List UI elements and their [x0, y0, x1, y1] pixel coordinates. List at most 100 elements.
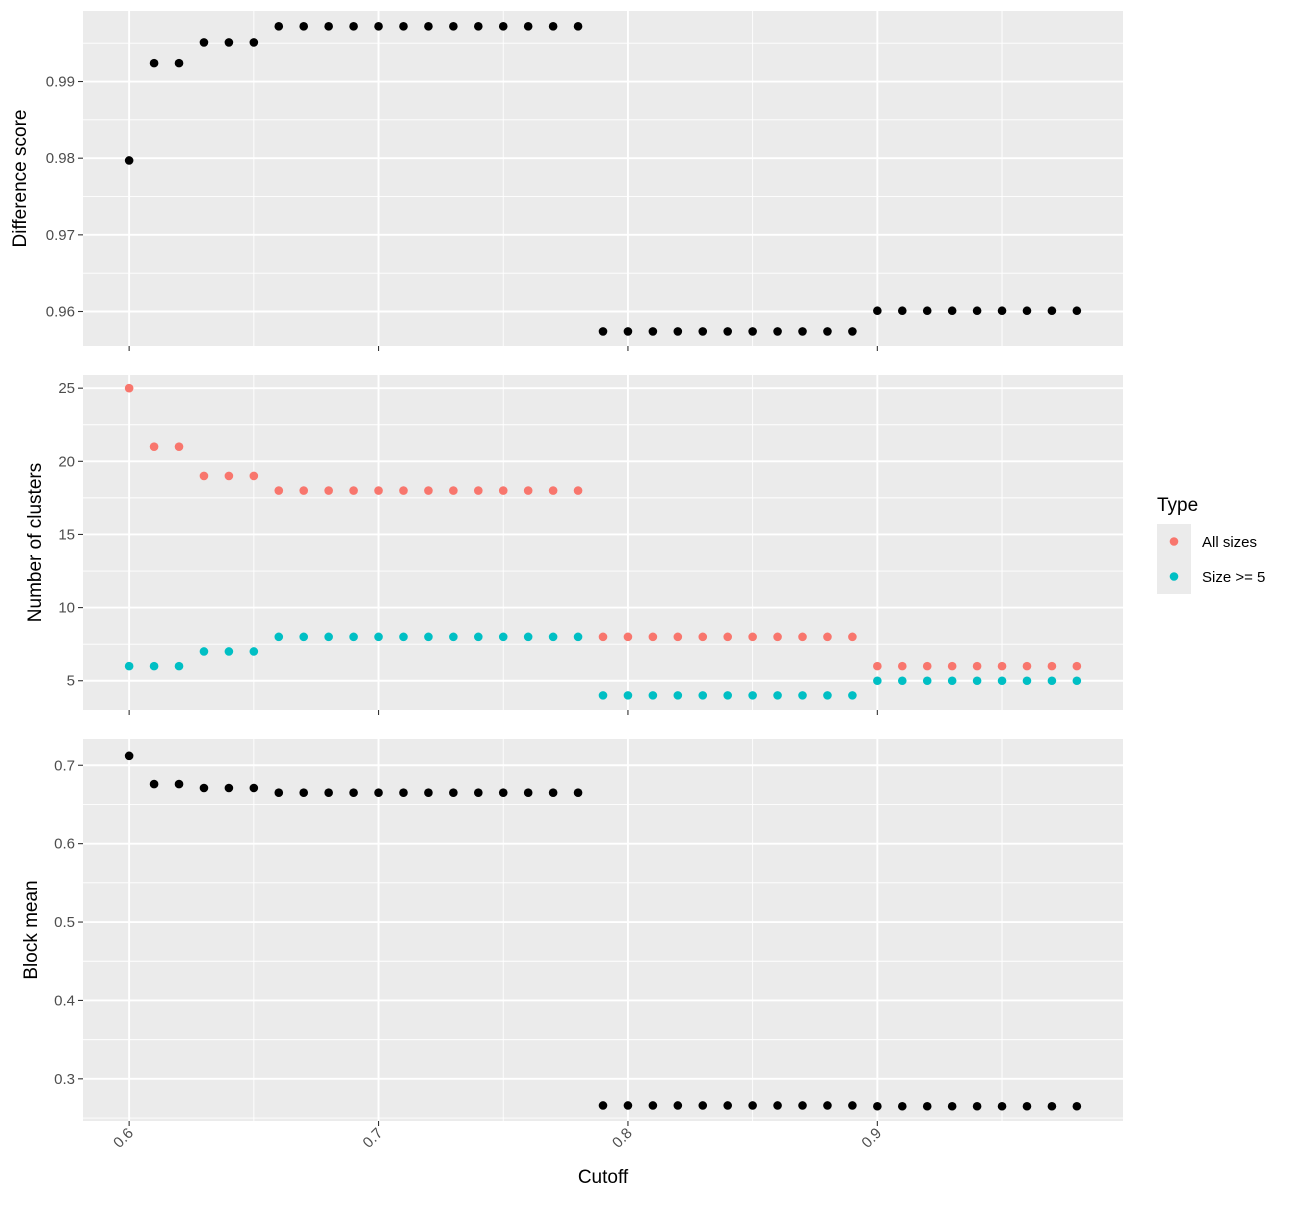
data-point [972, 306, 982, 316]
data-point [1022, 1101, 1032, 1111]
data-point [399, 486, 408, 495]
data-point [349, 486, 358, 495]
data-point [723, 632, 733, 642]
data-point [324, 486, 333, 495]
data-point [174, 661, 184, 671]
data-point [548, 632, 558, 642]
data-point [698, 691, 708, 700]
data-point [673, 1101, 683, 1110]
data-point [897, 306, 907, 316]
data-point [449, 486, 458, 495]
y-tick-label: 0.3 [54, 1071, 75, 1088]
y-tick-label: 0.4 [54, 992, 75, 1009]
data-point [972, 1101, 982, 1111]
panel-background [83, 375, 1123, 710]
data-point [922, 676, 932, 686]
data-point [997, 661, 1007, 671]
y-tick-label: 0.7 [54, 757, 75, 774]
data-point [523, 22, 533, 31]
data-point [299, 22, 309, 31]
data-point [698, 1101, 708, 1110]
data-point [174, 58, 184, 68]
y-tick-label: 5 [67, 673, 75, 690]
data-point [573, 22, 583, 31]
data-point [997, 676, 1007, 686]
data-point [848, 632, 857, 642]
data-point [748, 327, 757, 336]
data-point [224, 647, 234, 656]
data-point [274, 632, 284, 642]
y-tick-label: 0.99 [46, 74, 75, 91]
data-point [498, 788, 508, 797]
data-point [523, 632, 533, 642]
data-point [598, 632, 608, 642]
data-point [823, 1101, 832, 1110]
data-point [473, 22, 483, 31]
panel-2: 5 10 15 20 25 Number of clusters [25, 375, 1123, 715]
data-point [947, 661, 957, 671]
data-point [374, 632, 383, 642]
data-point [498, 632, 508, 642]
data-point [897, 676, 907, 686]
data-point [224, 783, 234, 793]
series-all-sizes [124, 383, 1082, 671]
y-tick-label: 0.5 [54, 914, 75, 931]
data-point [1072, 1101, 1082, 1111]
data-point [374, 486, 383, 495]
data-point [1047, 306, 1057, 316]
data-point [723, 691, 733, 700]
y-tick-label: 10 [58, 600, 75, 617]
data-point [548, 788, 558, 797]
data-point [598, 327, 608, 336]
data-point [823, 632, 832, 642]
data-point [848, 691, 857, 700]
data-point [947, 1101, 957, 1111]
data-point [623, 1101, 633, 1110]
y-tick-label: 15 [58, 526, 75, 543]
y-tick-label: 0.6 [54, 836, 75, 853]
data-point [124, 661, 134, 671]
data-point [648, 632, 658, 642]
data-point [1022, 661, 1032, 671]
y-axis-title: Difference score [10, 110, 31, 248]
data-point [473, 486, 483, 495]
y-tick-label: 0.98 [46, 150, 75, 167]
data-point [773, 632, 782, 642]
panel-3: 0.3 0.4 0.5 0.6 0.7 Block mean [21, 739, 1123, 1126]
data-point [399, 22, 408, 31]
data-point [773, 691, 782, 700]
data-point [249, 38, 259, 47]
data-point [922, 1101, 932, 1111]
data-point [149, 779, 159, 789]
x-tick-label: 0.9 [858, 1125, 885, 1152]
y-axis-title: Number of clusters [25, 463, 46, 622]
data-point [199, 647, 209, 656]
data-point [598, 691, 608, 700]
data-point [748, 632, 757, 642]
data-point [548, 22, 558, 31]
data-point [1022, 676, 1032, 686]
data-point [199, 38, 209, 47]
data-point [748, 1101, 757, 1110]
legend: Type All sizes Size >= 5 [1157, 495, 1265, 594]
data-point [324, 632, 333, 642]
data-point [249, 647, 259, 656]
panel-background [83, 11, 1123, 346]
data-point [374, 22, 383, 31]
data-point [873, 676, 882, 686]
y-axis-title: Block mean [21, 880, 42, 979]
data-point [124, 751, 134, 761]
legend-swatch [1169, 537, 1179, 546]
data-point [723, 1101, 733, 1110]
series-points [124, 751, 1082, 1111]
data-point [349, 22, 358, 31]
data-point [922, 306, 932, 316]
data-point [798, 327, 807, 336]
data-point [947, 306, 957, 316]
data-point [1072, 661, 1082, 671]
data-point [149, 58, 159, 68]
data-point [249, 471, 259, 481]
data-point [823, 691, 832, 700]
